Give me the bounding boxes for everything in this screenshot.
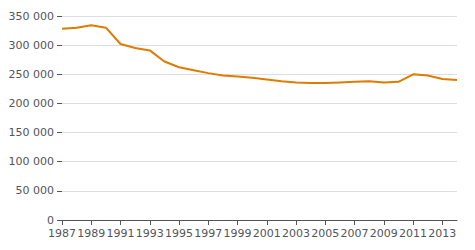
svg-text:2013: 2013 [428, 227, 456, 240]
svg-text:2009: 2009 [370, 227, 398, 240]
svg-text:2005: 2005 [311, 227, 339, 240]
svg-text:1993: 1993 [136, 227, 164, 240]
svg-text:200 000: 200 000 [9, 97, 55, 110]
svg-text:2001: 2001 [253, 227, 281, 240]
svg-text:300 000: 300 000 [9, 39, 55, 52]
svg-text:0: 0 [47, 214, 54, 227]
svg-text:2011: 2011 [399, 227, 427, 240]
svg-text:2003: 2003 [282, 227, 310, 240]
svg-text:1991: 1991 [107, 227, 135, 240]
svg-text:2007: 2007 [341, 227, 369, 240]
svg-text:1995: 1995 [165, 227, 193, 240]
svg-text:1999: 1999 [224, 227, 252, 240]
svg-text:150 000: 150 000 [9, 126, 55, 139]
svg-text:350 000: 350 000 [9, 10, 55, 23]
svg-text:100 000: 100 000 [9, 155, 55, 168]
svg-text:250 000: 250 000 [9, 68, 55, 81]
svg-text:50 000: 50 000 [16, 184, 55, 197]
svg-text:1997: 1997 [194, 227, 222, 240]
svg-text:1989: 1989 [77, 227, 105, 240]
svg-text:1987: 1987 [48, 227, 76, 240]
